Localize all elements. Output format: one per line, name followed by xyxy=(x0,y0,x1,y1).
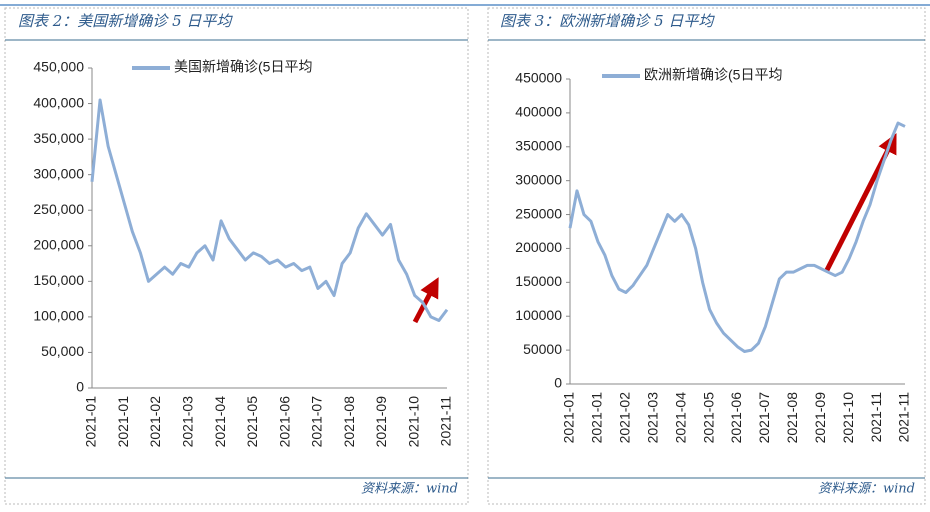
x-tick-label: 2021-07 xyxy=(309,396,325,448)
x-tick-label: 2021-08 xyxy=(341,396,357,448)
x-tick-label: 2021-06 xyxy=(276,396,292,448)
y-tick-label: 250,000 xyxy=(33,201,84,217)
legend-label: 美国新增确诊(5日平均 xyxy=(174,59,312,75)
y-tick-label: 200,000 xyxy=(33,236,84,252)
x-tick-label: 2021-09 xyxy=(373,396,389,448)
x-tick-label: 2021-03 xyxy=(180,396,196,448)
source: 资料来源：wind xyxy=(361,482,458,497)
y-tick-label: 150000 xyxy=(515,273,562,289)
series-line xyxy=(568,121,906,353)
x-tick-label: 2021-11 xyxy=(896,392,912,443)
chart-title: 图表 3：欧洲新增确诊 5 日平均 xyxy=(500,12,715,30)
x-tick-label: 2021-07 xyxy=(756,392,772,444)
x-tick-label: 2021-09 xyxy=(812,392,828,444)
y-tick-label: 300,000 xyxy=(33,165,84,181)
y-tick-label: 50,000 xyxy=(41,343,84,359)
x-tick-label: 2021-04 xyxy=(672,392,688,444)
x-tick-label: 2021-11 xyxy=(868,392,884,443)
x-tick-label: 2021-10 xyxy=(840,392,856,444)
x-tick-label: 2021-01 xyxy=(115,396,131,448)
x-tick-label: 2021-05 xyxy=(244,396,260,448)
y-tick-label: 450,000 xyxy=(33,59,84,75)
x-tick-label: 2021-10 xyxy=(405,396,421,448)
y-tick-label: 400,000 xyxy=(33,94,84,110)
arrow xyxy=(823,133,897,274)
x-tick-label: 2021-05 xyxy=(700,392,716,444)
x-tick-label: 2021-01 xyxy=(589,392,605,444)
y-tick-label: 100000 xyxy=(515,307,562,323)
y-tick-label: 450000 xyxy=(515,70,562,86)
legend-label: 欧洲新增确诊(5日平均 xyxy=(644,67,782,83)
x-tick-label: 2021-01 xyxy=(83,396,99,448)
x-tick-label: 2021-04 xyxy=(212,396,228,448)
y-tick-label: 0 xyxy=(76,379,84,395)
x-tick-label: 2021-03 xyxy=(644,392,660,444)
y-tick-label: 200000 xyxy=(515,239,562,255)
y-tick-label: 400000 xyxy=(515,104,562,120)
panel xyxy=(487,7,926,505)
y-tick-label: 250000 xyxy=(515,205,562,221)
x-tick-label: 2021-06 xyxy=(728,392,744,444)
x-tick-label: 2021-01 xyxy=(561,392,577,444)
y-tick-label: 350000 xyxy=(515,137,562,153)
y-tick-label: 300000 xyxy=(515,171,562,187)
series-line xyxy=(90,98,449,322)
x-tick-label: 2021-08 xyxy=(784,392,800,444)
x-tick-label: 2021-02 xyxy=(617,392,633,444)
source: 资料来源：wind xyxy=(818,482,915,497)
y-tick-label: 150,000 xyxy=(33,272,84,288)
x-tick-label: 2021-02 xyxy=(147,396,163,448)
y-tick-label: 100,000 xyxy=(33,308,84,324)
y-tick-label: 350,000 xyxy=(33,130,84,146)
panel xyxy=(4,7,469,505)
y-tick-label: 0 xyxy=(554,375,562,391)
y-tick-label: 50000 xyxy=(523,341,562,357)
x-tick-label: 2021-11 xyxy=(438,396,454,447)
chart-title: 图表 2：美国新增确诊 5 日平均 xyxy=(18,12,233,30)
